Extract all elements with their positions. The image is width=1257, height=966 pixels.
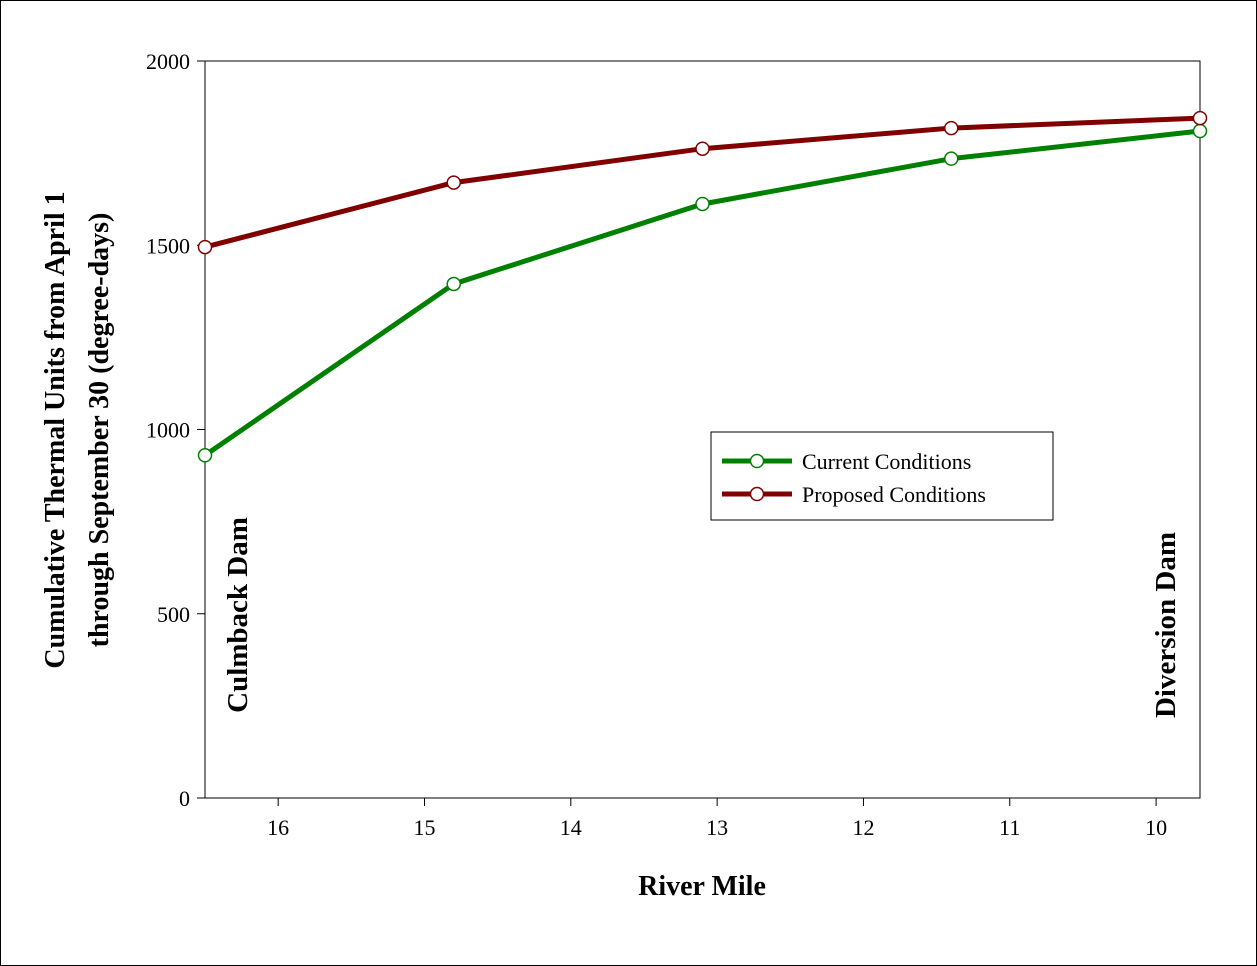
- current-conditions-point: [446, 276, 461, 292]
- culmback-dam-label: Culmback Dam: [222, 517, 254, 713]
- y-tick-label: 1000: [146, 418, 190, 443]
- current-conditions-point: [197, 448, 213, 463]
- legend-marker-proposed: [749, 486, 765, 502]
- proposed-conditions-point: [197, 239, 213, 255]
- y-axis-title-line2: through September 30 (degree-days): [84, 213, 115, 648]
- x-tick-label: 15: [413, 815, 435, 840]
- y-tick-label: 500: [157, 602, 190, 627]
- y-axis-title: Cumulative Thermal Units from April 1 th…: [40, 191, 115, 668]
- current-conditions-point: [944, 151, 959, 166]
- x-tick-label: 10: [1145, 815, 1167, 840]
- y-tick-label: 2000: [146, 49, 190, 74]
- legend-label-proposed: Proposed Conditions: [802, 482, 986, 507]
- legend: Current Conditions Proposed Conditions: [710, 431, 1054, 521]
- current-conditions-line: [203, 128, 1201, 458]
- proposed-conditions-point: [695, 141, 710, 156]
- diversion-dam-label: Diversion Dam: [1150, 532, 1182, 718]
- legend-box: [710, 431, 1054, 521]
- legend-marker-current: [749, 453, 765, 469]
- y-axis-title-line1: Cumulative Thermal Units from April 1: [40, 191, 71, 668]
- proposed-conditions-point: [1192, 110, 1208, 126]
- proposed-conditions-point: [944, 120, 959, 136]
- y-axis: 0 500 1000 1500 2000: [146, 49, 205, 811]
- proposed-conditions-point: [446, 175, 461, 190]
- current-conditions-point: [1192, 123, 1208, 139]
- y-tick-label: 1500: [146, 233, 190, 258]
- x-axis-title: River Mile: [638, 871, 766, 902]
- current-conditions-point: [695, 196, 710, 212]
- x-tick-label: 13: [706, 815, 728, 840]
- y-tick-label: 0: [179, 786, 190, 811]
- x-tick-label: 14: [560, 815, 582, 840]
- x-tick-label: 11: [999, 815, 1020, 840]
- x-axis: 16 15 14 13 12 11 10: [267, 798, 1167, 840]
- plot-area: [204, 60, 1201, 799]
- x-tick-label: 12: [852, 815, 874, 840]
- legend-label-current: Current Conditions: [802, 449, 971, 474]
- proposed-conditions-line: [204, 115, 1201, 250]
- series-layer: [197, 110, 1208, 463]
- x-tick-label: 16: [267, 815, 289, 840]
